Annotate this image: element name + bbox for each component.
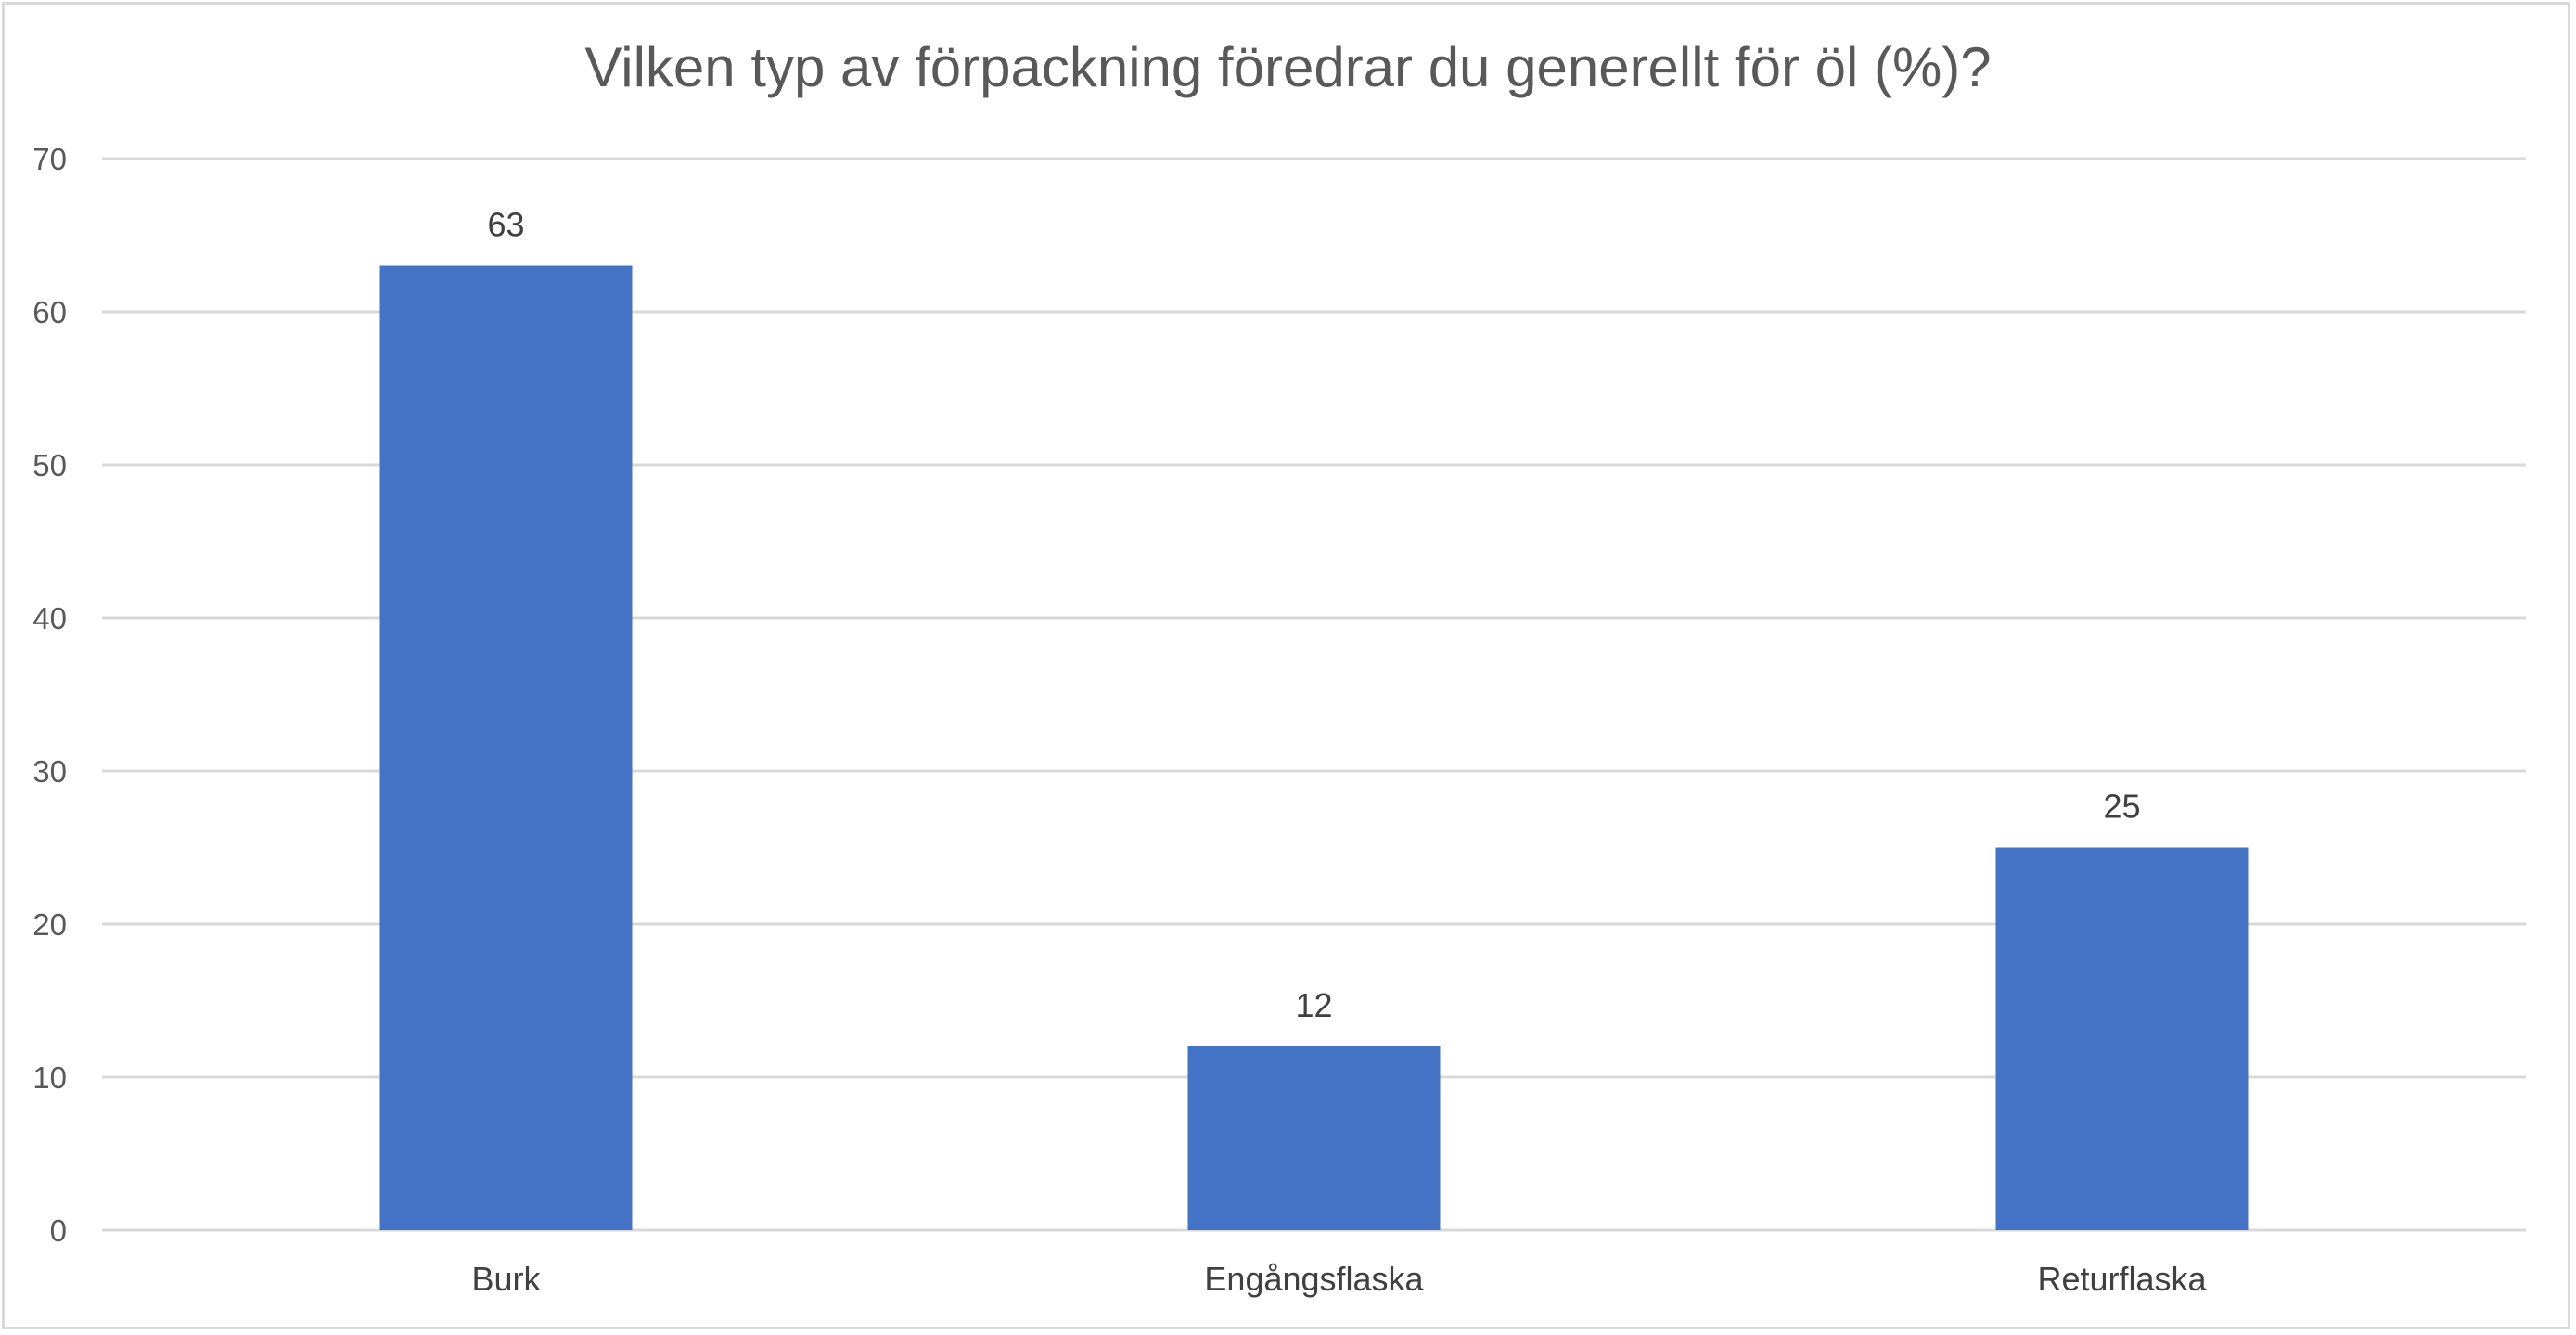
y-tick-label: 40 — [32, 601, 67, 635]
y-tick-label: 10 — [32, 1060, 67, 1095]
y-tick-label: 50 — [32, 448, 67, 482]
y-tick-label: 0 — [50, 1213, 67, 1248]
data-label: 25 — [2103, 788, 2140, 826]
x-category-label: Burk — [471, 1260, 541, 1298]
bar-engångsflaska — [1187, 1046, 1441, 1230]
x-category-label: Engångsflaska — [1204, 1260, 1424, 1298]
bar-returflaska — [1995, 847, 2249, 1230]
y-tick-label: 60 — [32, 295, 67, 329]
data-label: 63 — [487, 206, 524, 244]
data-label: 12 — [1295, 986, 1332, 1024]
bar-burk — [379, 265, 633, 1230]
y-tick-label: 30 — [32, 754, 67, 789]
x-category-label: Returflaska — [2037, 1260, 2207, 1298]
y-axis-ticks: 0 10 20 30 40 50 60 70 — [32, 142, 67, 1248]
x-axis-categories: Burk Engångsflaska Returflaska — [471, 1260, 2207, 1298]
chart-title: Vilken typ av förpackning föredrar du ge… — [584, 36, 1992, 98]
y-tick-label: 20 — [32, 907, 67, 942]
bars — [379, 265, 2249, 1230]
y-tick-label: 70 — [32, 142, 67, 176]
data-labels: 63 12 25 — [487, 206, 2140, 1025]
